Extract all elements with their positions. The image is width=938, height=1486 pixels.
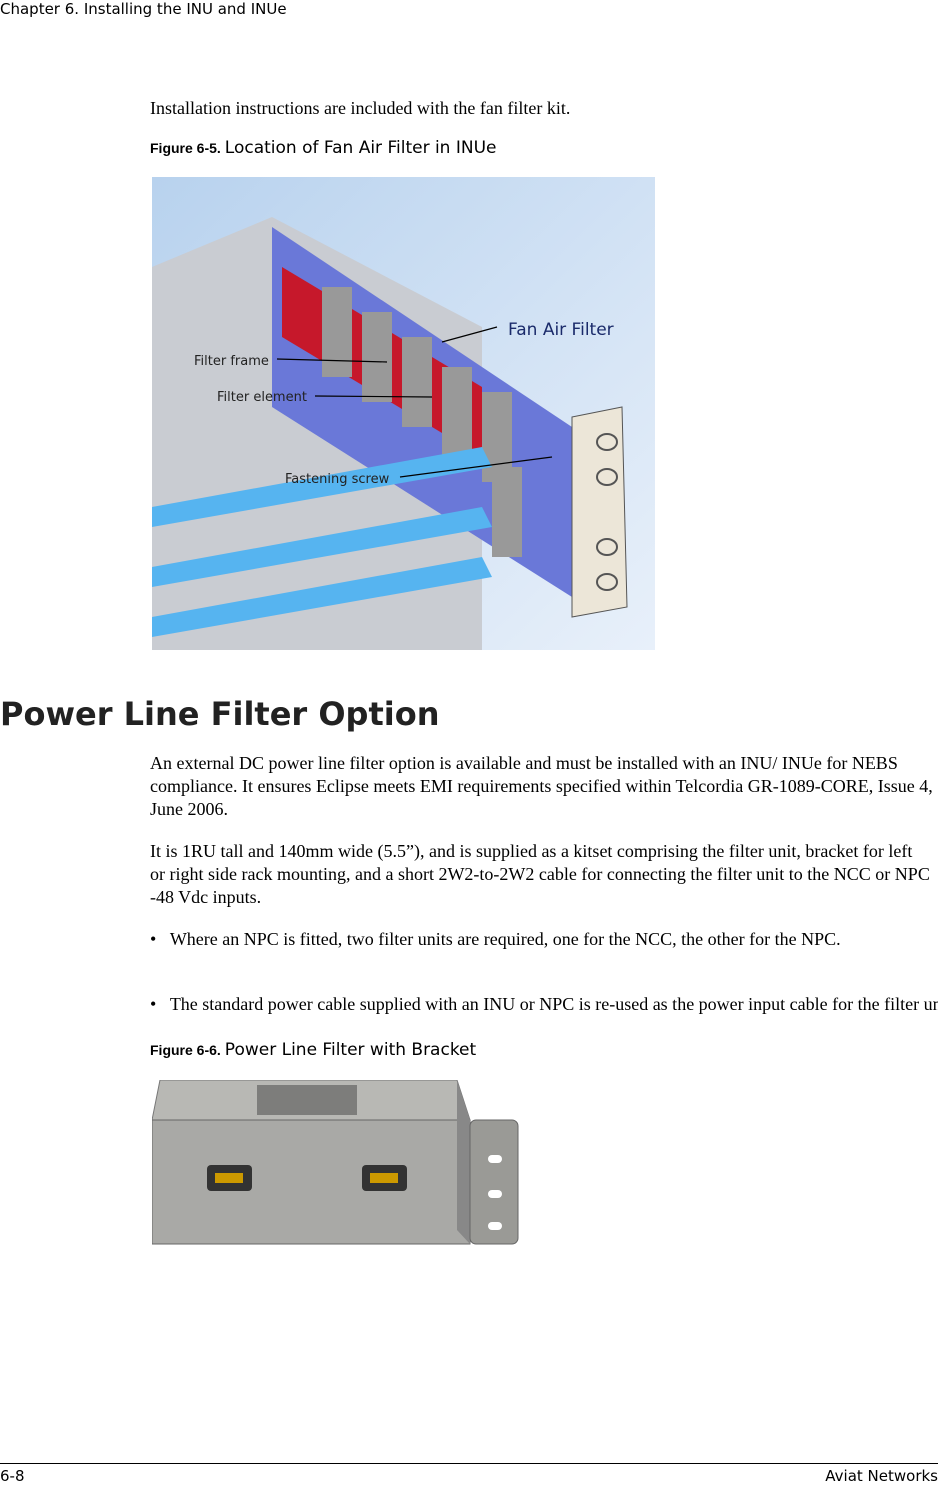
- callout-label: Fastening screw: [285, 472, 390, 487]
- callout-label: Fan Air Filter: [508, 320, 614, 340]
- figure-caption: Figure 6-5. Location of Fan Air Filter i…: [150, 138, 497, 158]
- filter-mesh: [322, 287, 522, 557]
- figure-image: [152, 1080, 519, 1245]
- callout-label: Filter element: [217, 390, 307, 405]
- paragraph: An external DC power line filter option …: [150, 753, 933, 819]
- section-heading: Power Line Filter Option: [0, 695, 440, 733]
- figure-label: Figure 6-5.: [150, 140, 221, 156]
- publisher: Aviat Networks: [825, 1467, 938, 1485]
- figure-image: Fan Air Filter Filter frame Filter eleme…: [152, 177, 655, 650]
- figure-title: Location of Fan Air Filter in INUe: [224, 138, 497, 158]
- figure-title: Power Line Filter with Bracket: [224, 1040, 477, 1060]
- vent-grid: [257, 1085, 357, 1115]
- rack-holes: [596, 433, 618, 591]
- paragraph: It is 1RU tall and 140mm wide (5.5”), an…: [150, 841, 930, 907]
- connector-pins: [215, 1173, 398, 1183]
- bullet-item: • The standard power cable supplied with…: [150, 993, 938, 1016]
- running-header: Chapter 6. Installing the INU and INUe: [0, 0, 287, 18]
- figure-label: Figure 6-6.: [150, 1042, 221, 1058]
- rails: [152, 447, 492, 637]
- callout-lines: [276, 326, 553, 478]
- footer-rule: [0, 1463, 938, 1464]
- figure-caption: Figure 6-6. Power Line Filter with Brack…: [150, 1040, 476, 1060]
- box-front: [152, 1119, 471, 1245]
- callout-label: Filter frame: [194, 354, 269, 369]
- intro-text: Installation instructions are included w…: [150, 98, 571, 118]
- page-number: 6-8: [0, 1467, 25, 1485]
- bullet-text: Where an NPC is fitted, two filter units…: [169, 929, 841, 949]
- bullet-text: The standard power cable supplied with a…: [169, 994, 938, 1014]
- bracket: [469, 1119, 519, 1245]
- box-side: [457, 1080, 470, 1244]
- bracket-holes: [488, 1155, 502, 1230]
- rack-ear: [571, 406, 628, 618]
- bullet-item: • Where an NPC is fitted, two filter uni…: [150, 929, 841, 949]
